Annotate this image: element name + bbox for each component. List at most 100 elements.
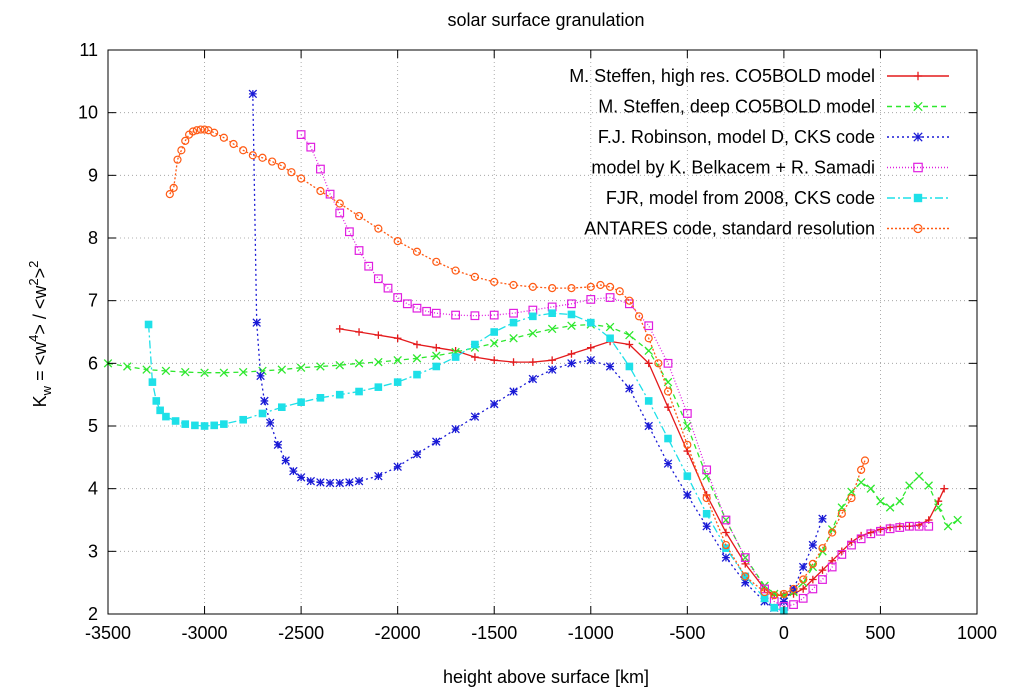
data-point (914, 471, 924, 481)
data-point (196, 125, 205, 134)
data-point (161, 366, 171, 376)
legend: M. Steffen, high res. CO5BOLD model M. St… (569, 66, 949, 239)
x-tick-label: -500 (669, 623, 705, 643)
data-point (914, 521, 924, 531)
data-point (663, 459, 673, 468)
legend-label: model by K. Belkacem + R. Samadi (591, 158, 875, 178)
legend-label: FJR, model from 2008, CKS code (606, 188, 875, 208)
data-point (210, 128, 219, 137)
data-point (451, 266, 460, 275)
series-5 (144, 309, 788, 615)
data-point (789, 600, 798, 609)
data-point (847, 493, 856, 503)
data-point (219, 368, 229, 377)
data-point (432, 437, 441, 446)
data-point (354, 246, 364, 255)
data-point (393, 293, 403, 302)
data-point (664, 434, 672, 443)
data-point (355, 328, 363, 336)
data-point (156, 406, 164, 415)
data-point (567, 299, 576, 309)
data-point (509, 387, 518, 396)
data-point (586, 355, 596, 365)
data-point (248, 89, 258, 99)
data-point (837, 550, 847, 559)
data-point (913, 71, 923, 81)
data-point (252, 318, 261, 327)
data-point (374, 383, 383, 391)
data-point (451, 310, 460, 320)
legend-label: ANTARES code, standard resolution (584, 219, 875, 239)
data-point (567, 310, 576, 319)
data-point (586, 282, 595, 291)
data-point (181, 420, 190, 428)
data-point (509, 280, 518, 290)
data-point (885, 524, 895, 534)
x-tick-label: -2000 (375, 623, 421, 643)
data-point (924, 521, 934, 531)
data-point (663, 377, 673, 387)
data-point (644, 334, 653, 343)
data-point (876, 496, 885, 506)
data-point (297, 398, 305, 406)
data-point (177, 146, 186, 155)
y-label-base: K (30, 395, 50, 407)
data-point (644, 397, 653, 405)
y-label-eq: = <w (30, 341, 50, 386)
data-point (451, 353, 460, 361)
legend-entry: M. Steffen, high res. CO5BOLD model (569, 66, 949, 86)
data-point (605, 362, 615, 371)
y-tick-label: 9 (88, 165, 98, 185)
data-point (316, 186, 325, 196)
data-point (413, 370, 421, 379)
data-point (148, 378, 157, 386)
data-point (644, 346, 653, 356)
data-point (239, 146, 248, 155)
data-point (741, 553, 750, 562)
x-tick-label: -3500 (85, 623, 131, 643)
data-point (316, 362, 325, 371)
x-tick-label: -1000 (568, 623, 614, 643)
data-point (722, 528, 730, 537)
x-tick-label: -1500 (471, 623, 517, 643)
data-point (412, 449, 422, 459)
data-point (567, 284, 576, 293)
data-point (373, 274, 383, 284)
y-tick-label: 7 (88, 291, 98, 311)
y-label-sup3: 2 (26, 261, 41, 268)
data-point (606, 334, 614, 343)
data-point (123, 362, 132, 371)
data-point (374, 471, 383, 481)
data-point (528, 328, 538, 338)
data-point (905, 521, 914, 531)
data-point (818, 575, 827, 584)
data-point (683, 490, 692, 500)
y-label-mid2: > (30, 268, 50, 279)
data-point (644, 321, 654, 331)
data-point (345, 478, 354, 487)
data-point (393, 334, 402, 343)
x-tick-label: -2500 (278, 623, 324, 643)
data-point (296, 473, 306, 482)
y-tick-label: 2 (88, 604, 98, 624)
data-point (828, 528, 837, 537)
chart-title: solar surface granulation (447, 10, 644, 30)
data-point (683, 421, 692, 431)
data-point (316, 478, 325, 487)
data-point (374, 224, 383, 233)
data-point (663, 387, 673, 396)
data-point (586, 343, 595, 352)
legend-entry: model by K. Belkacem + R. Samadi (591, 158, 949, 178)
data-point (413, 340, 421, 349)
data-point (490, 328, 499, 336)
data-point (374, 331, 383, 339)
data-point (838, 547, 846, 556)
data-point (335, 360, 344, 370)
data-point (335, 325, 344, 333)
data-point (210, 421, 219, 430)
data-point (953, 515, 962, 525)
data-point (847, 540, 856, 550)
data-point (741, 572, 750, 581)
data-point (905, 481, 914, 490)
data-point (432, 351, 441, 361)
